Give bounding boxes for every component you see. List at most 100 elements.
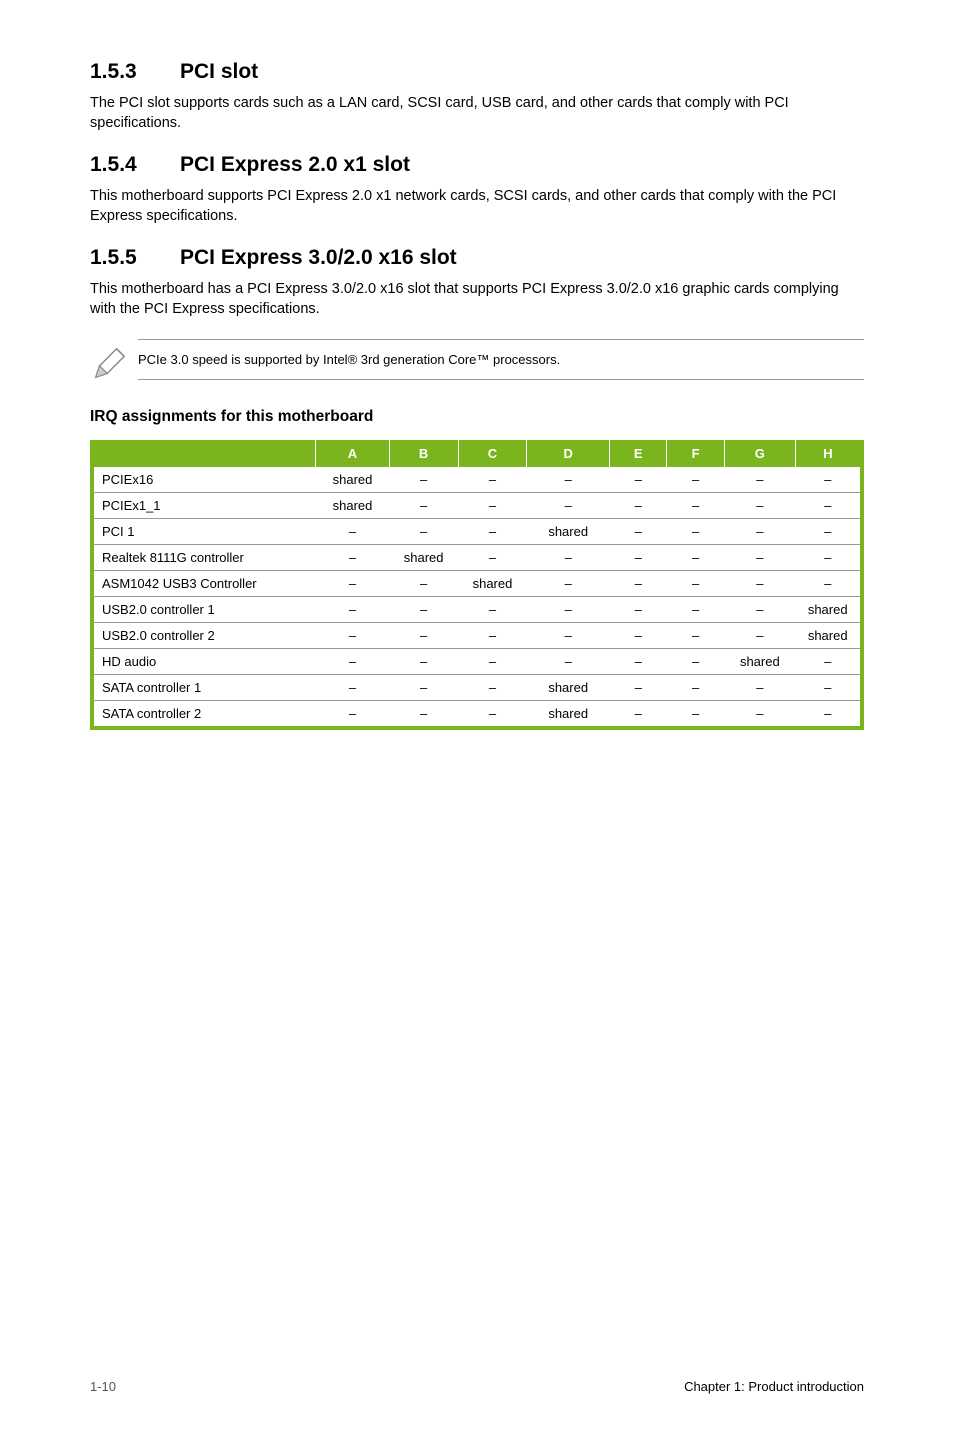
cell: shared: [527, 675, 610, 701]
cell: –: [458, 701, 527, 729]
cell: –: [795, 571, 862, 597]
cell: –: [724, 467, 795, 493]
col-d: D: [527, 440, 610, 467]
cell: –: [389, 701, 458, 729]
table-row: ASM1042 USB3 Controller––shared–––––: [92, 571, 862, 597]
cell: –: [610, 571, 667, 597]
table-header-row: A B C D E F G H: [92, 440, 862, 467]
section-title: PCI Express 3.0/2.0 x16 slot: [180, 246, 457, 270]
cell: HD audio: [92, 649, 316, 675]
section-title: PCI slot: [180, 60, 258, 84]
cell: –: [610, 597, 667, 623]
cell: –: [667, 493, 724, 519]
cell: shared: [724, 649, 795, 675]
page-footer: 1-10 Chapter 1: Product introduction: [90, 1379, 864, 1394]
cell: –: [527, 571, 610, 597]
irq-table: A B C D E F G H PCIEx16shared––––––– PCI…: [90, 440, 864, 730]
cell: –: [667, 597, 724, 623]
table-row: PCIEx1_1shared–––––––: [92, 493, 862, 519]
table-row: SATA controller 2–––shared––––: [92, 701, 862, 729]
cell: shared: [795, 597, 862, 623]
cell: –: [389, 571, 458, 597]
cell: –: [316, 701, 389, 729]
section-number: 1.5.4: [90, 153, 180, 177]
cell: PCIEx16: [92, 467, 316, 493]
cell: –: [667, 545, 724, 571]
cell: –: [724, 545, 795, 571]
cell: –: [724, 597, 795, 623]
cell: –: [724, 623, 795, 649]
cell: USB2.0 controller 1: [92, 597, 316, 623]
cell: –: [389, 675, 458, 701]
cell: shared: [795, 623, 862, 649]
cell: shared: [527, 701, 610, 729]
cell: –: [795, 649, 862, 675]
cell: –: [389, 597, 458, 623]
note-text: PCIe 3.0 speed is supported by Intel® 3r…: [138, 339, 864, 380]
col-a: A: [316, 440, 389, 467]
table-row: USB2.0 controller 2–––––––shared: [92, 623, 862, 649]
col-c: C: [458, 440, 527, 467]
cell: –: [458, 493, 527, 519]
table-row: Realtek 8111G controller–shared––––––: [92, 545, 862, 571]
cell: –: [610, 701, 667, 729]
cell: –: [316, 571, 389, 597]
cell: –: [795, 701, 862, 729]
cell: shared: [458, 571, 527, 597]
cell: –: [667, 519, 724, 545]
section-heading-1-5-4: 1.5.4 PCI Express 2.0 x1 slot: [90, 153, 864, 177]
cell: –: [527, 597, 610, 623]
cell: –: [667, 649, 724, 675]
cell: shared: [527, 519, 610, 545]
col-f: F: [667, 440, 724, 467]
note-callout: PCIe 3.0 speed is supported by Intel® 3r…: [90, 339, 864, 388]
cell: –: [610, 493, 667, 519]
col-blank: [92, 440, 316, 467]
cell: PCIEx1_1: [92, 493, 316, 519]
cell: ASM1042 USB3 Controller: [92, 571, 316, 597]
cell: –: [795, 519, 862, 545]
section-heading-1-5-3: 1.5.3 PCI slot: [90, 60, 864, 84]
cell: –: [389, 649, 458, 675]
table-row: PCIEx16shared–––––––: [92, 467, 862, 493]
cell: –: [389, 519, 458, 545]
cell: –: [316, 649, 389, 675]
cell: –: [316, 675, 389, 701]
col-g: G: [724, 440, 795, 467]
section-heading-1-5-5: 1.5.5 PCI Express 3.0/2.0 x16 slot: [90, 246, 864, 270]
cell: –: [610, 649, 667, 675]
cell: –: [458, 545, 527, 571]
cell: –: [389, 467, 458, 493]
cell: –: [724, 519, 795, 545]
cell: –: [527, 493, 610, 519]
cell: –: [667, 467, 724, 493]
section-number: 1.5.5: [90, 246, 180, 270]
cell: Realtek 8111G controller: [92, 545, 316, 571]
cell: shared: [316, 493, 389, 519]
cell: –: [610, 519, 667, 545]
cell: –: [667, 701, 724, 729]
page-number: 1-10: [90, 1379, 116, 1394]
col-e: E: [610, 440, 667, 467]
section-number: 1.5.3: [90, 60, 180, 84]
cell: –: [667, 571, 724, 597]
table-row: USB2.0 controller 1–––––––shared: [92, 597, 862, 623]
cell: –: [724, 493, 795, 519]
cell: –: [316, 623, 389, 649]
cell: –: [724, 571, 795, 597]
cell: –: [527, 623, 610, 649]
col-h: H: [795, 440, 862, 467]
cell: –: [795, 545, 862, 571]
pencil-icon: [90, 339, 138, 388]
cell: –: [610, 467, 667, 493]
section-body: This motherboard has a PCI Express 3.0/2…: [90, 280, 864, 319]
col-b: B: [389, 440, 458, 467]
cell: –: [724, 701, 795, 729]
cell: –: [610, 675, 667, 701]
cell: USB2.0 controller 2: [92, 623, 316, 649]
table-row: SATA controller 1–––shared––––: [92, 675, 862, 701]
cell: –: [795, 493, 862, 519]
chapter-title: Chapter 1: Product introduction: [684, 1379, 864, 1394]
cell: –: [724, 675, 795, 701]
cell: –: [667, 623, 724, 649]
